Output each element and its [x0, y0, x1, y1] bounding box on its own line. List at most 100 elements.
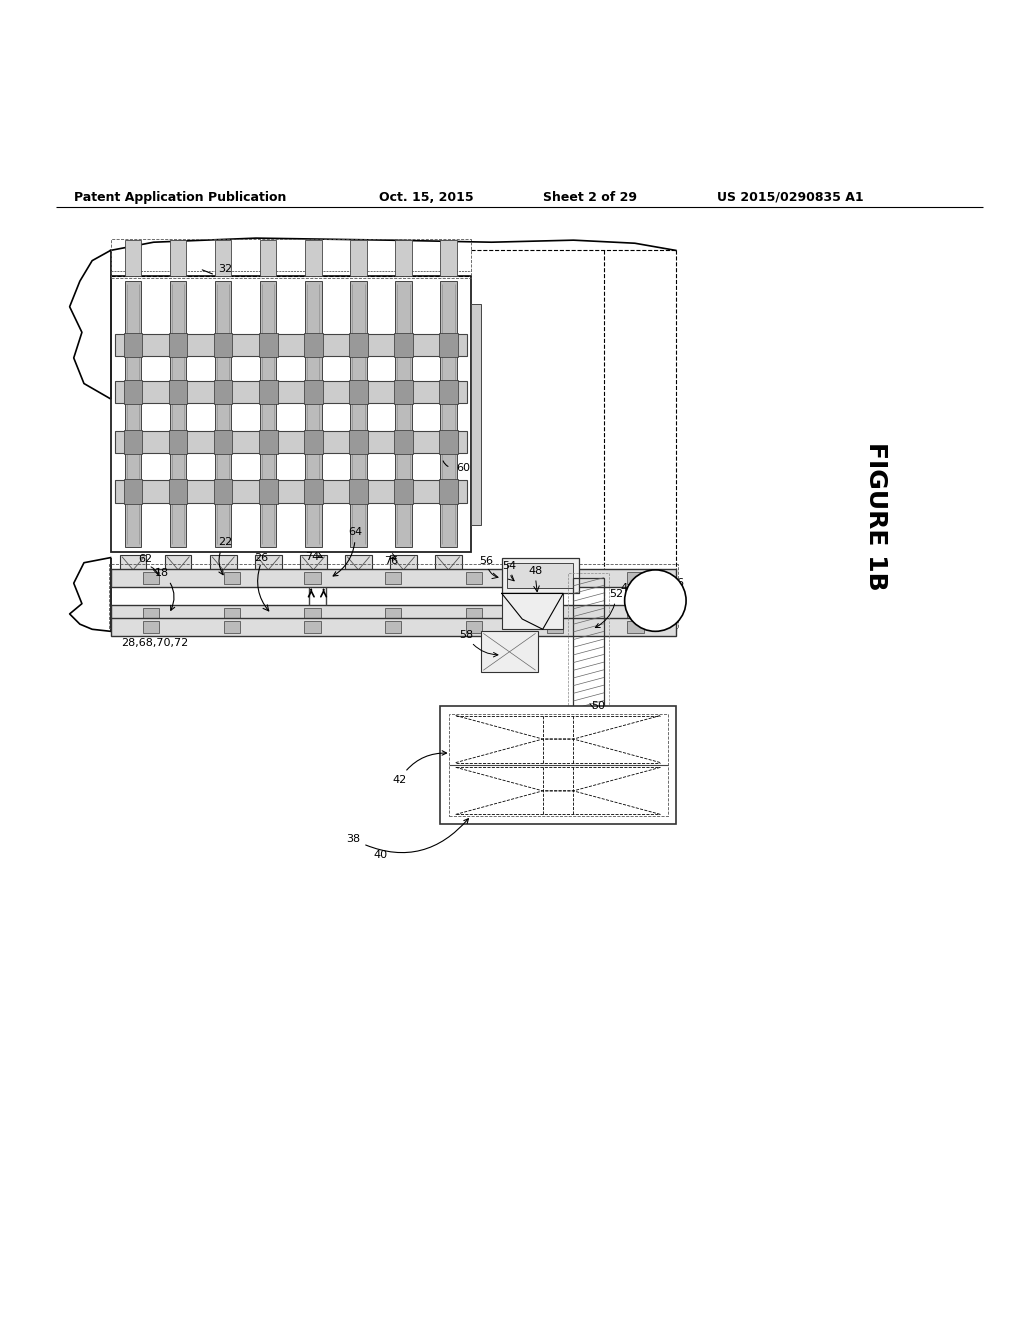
- Text: Oct. 15, 2015: Oct. 15, 2015: [379, 190, 473, 203]
- Bar: [124, 479, 142, 504]
- Circle shape: [625, 570, 686, 631]
- Bar: [125, 281, 141, 548]
- Bar: [481, 631, 538, 672]
- Bar: [170, 281, 186, 548]
- Bar: [109, 564, 678, 628]
- Bar: [124, 333, 142, 358]
- Text: 64: 64: [333, 527, 362, 576]
- Text: 18: 18: [155, 568, 175, 610]
- Bar: [573, 578, 604, 731]
- Bar: [466, 607, 482, 620]
- Bar: [169, 479, 187, 504]
- Bar: [259, 479, 278, 504]
- Bar: [125, 240, 141, 276]
- Bar: [440, 281, 457, 548]
- Bar: [214, 479, 232, 504]
- Bar: [210, 554, 237, 585]
- Bar: [305, 281, 322, 548]
- Bar: [394, 333, 413, 358]
- Bar: [449, 714, 668, 816]
- Bar: [345, 554, 372, 585]
- Bar: [214, 380, 232, 404]
- Text: 44: 44: [647, 594, 664, 607]
- Bar: [259, 380, 278, 404]
- Bar: [502, 557, 579, 594]
- Bar: [507, 562, 573, 589]
- Text: 38: 38: [346, 818, 468, 853]
- Bar: [304, 607, 321, 620]
- Text: 62: 62: [138, 554, 153, 564]
- Bar: [120, 554, 146, 585]
- Bar: [385, 572, 401, 585]
- Bar: [115, 334, 467, 356]
- Bar: [349, 380, 368, 404]
- Bar: [304, 429, 323, 454]
- Bar: [439, 380, 458, 404]
- Bar: [471, 304, 481, 525]
- Bar: [169, 429, 187, 454]
- Bar: [395, 281, 412, 548]
- Bar: [111, 605, 676, 623]
- Bar: [394, 380, 413, 404]
- Bar: [547, 622, 563, 634]
- Text: 76: 76: [384, 556, 398, 566]
- Bar: [214, 333, 232, 358]
- Bar: [466, 572, 482, 585]
- Bar: [390, 554, 417, 585]
- Bar: [111, 276, 471, 553]
- Text: 74: 74: [305, 552, 319, 562]
- Bar: [142, 572, 159, 585]
- Bar: [349, 429, 368, 454]
- Text: 54: 54: [502, 561, 516, 572]
- Bar: [628, 607, 644, 620]
- Bar: [259, 333, 278, 358]
- Bar: [142, 622, 159, 634]
- Bar: [385, 607, 401, 620]
- Bar: [142, 607, 159, 620]
- Bar: [395, 240, 412, 276]
- Bar: [223, 607, 240, 620]
- Text: 28,68,70,72: 28,68,70,72: [121, 638, 188, 648]
- Bar: [440, 706, 676, 824]
- Bar: [439, 479, 458, 504]
- Text: 40: 40: [374, 850, 388, 859]
- Bar: [304, 622, 321, 634]
- Bar: [115, 480, 467, 503]
- Text: 46: 46: [621, 583, 635, 594]
- Text: 50: 50: [591, 701, 605, 711]
- Bar: [349, 479, 368, 504]
- Bar: [169, 333, 187, 358]
- Bar: [115, 381, 467, 404]
- Bar: [169, 380, 187, 404]
- Bar: [435, 554, 462, 585]
- Bar: [350, 240, 367, 276]
- Text: 48: 48: [528, 566, 543, 576]
- Text: 56: 56: [479, 556, 494, 566]
- Bar: [304, 333, 323, 358]
- Bar: [165, 554, 191, 585]
- Text: 42: 42: [392, 751, 446, 785]
- Text: 22: 22: [218, 537, 232, 574]
- Bar: [214, 429, 232, 454]
- Bar: [466, 622, 482, 634]
- Bar: [385, 622, 401, 634]
- Bar: [223, 622, 240, 634]
- Bar: [260, 240, 276, 276]
- Text: 16: 16: [671, 578, 685, 589]
- Bar: [439, 429, 458, 454]
- Bar: [124, 429, 142, 454]
- Bar: [547, 572, 563, 585]
- Bar: [394, 479, 413, 504]
- Text: 58: 58: [459, 630, 498, 657]
- Text: 32: 32: [218, 264, 232, 275]
- Text: US 2015/0290835 A1: US 2015/0290835 A1: [717, 190, 863, 203]
- Bar: [439, 333, 458, 358]
- Bar: [568, 573, 609, 737]
- Bar: [502, 594, 563, 630]
- Bar: [255, 554, 282, 585]
- Bar: [223, 572, 240, 585]
- Bar: [394, 429, 413, 454]
- Bar: [349, 333, 368, 358]
- Bar: [440, 240, 457, 276]
- Bar: [111, 618, 676, 636]
